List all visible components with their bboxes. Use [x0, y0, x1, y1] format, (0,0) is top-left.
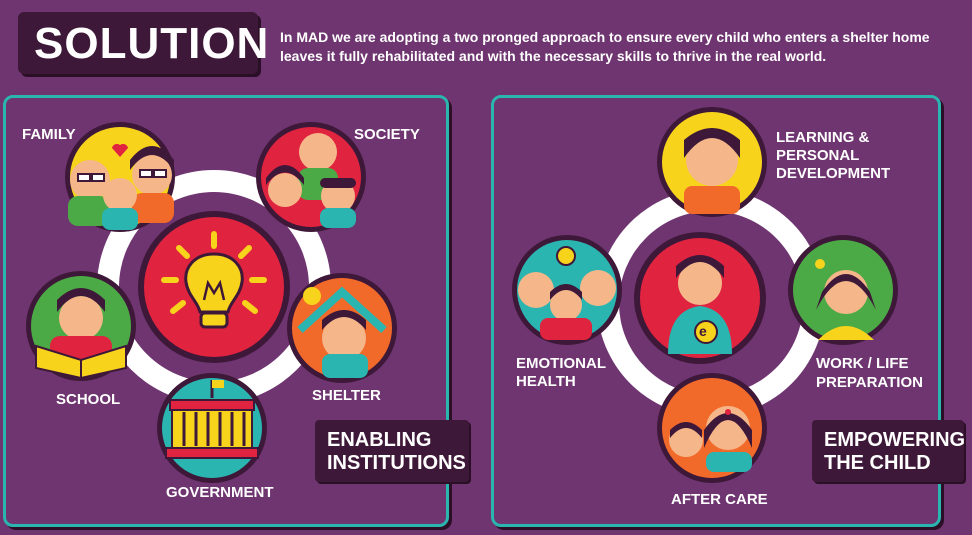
left-panel — [3, 95, 449, 527]
label-learning-2: PERSONAL — [776, 147, 860, 164]
tag-right-line-2: THE CHILD — [824, 452, 931, 474]
label-school: SCHOOL — [56, 391, 121, 408]
tag-left-line-2: INSTITUTIONS — [327, 452, 466, 474]
label-work-1: WORK / LIFE — [816, 355, 909, 372]
aftercare-icon — [657, 373, 767, 483]
school-icon — [26, 271, 136, 381]
government-icon — [157, 373, 267, 483]
title-box — [18, 12, 258, 74]
page-title: SOLUTION — [34, 19, 270, 68]
learning-icon — [657, 107, 767, 217]
right-panel — [491, 95, 941, 527]
bulb-icon — [138, 211, 290, 363]
label-learning-3: DEVELOPMENT — [776, 165, 891, 182]
label-work-2: PREPARATION — [816, 374, 923, 391]
label-emotional-1: EMOTIONAL — [516, 355, 606, 372]
work-life-icon — [788, 235, 898, 345]
label-government: GOVERNMENT — [166, 484, 274, 501]
label-emotional-2: HEALTH — [516, 373, 576, 390]
emotional-icon — [512, 235, 622, 345]
label-learning-1: LEARNING & — [776, 129, 870, 146]
shelter-icon — [287, 273, 397, 383]
label-family: FAMILY — [22, 126, 76, 143]
tag-left-line-1: ENABLING — [327, 429, 432, 451]
label-shelter: SHELTER — [312, 387, 381, 404]
child-icon — [634, 232, 766, 364]
child-badge: e — [699, 323, 707, 339]
society-icon — [256, 122, 366, 232]
intro-text: In MAD we are adopting a two pronged app… — [280, 29, 930, 64]
tag-box-right — [812, 420, 964, 482]
family-icon — [65, 122, 175, 232]
tag-right-line-1: EMPOWERING — [824, 429, 966, 451]
label-aftercare: AFTER CARE — [671, 491, 768, 508]
label-society: SOCIETY — [354, 126, 420, 143]
tag-box-left — [315, 420, 469, 482]
